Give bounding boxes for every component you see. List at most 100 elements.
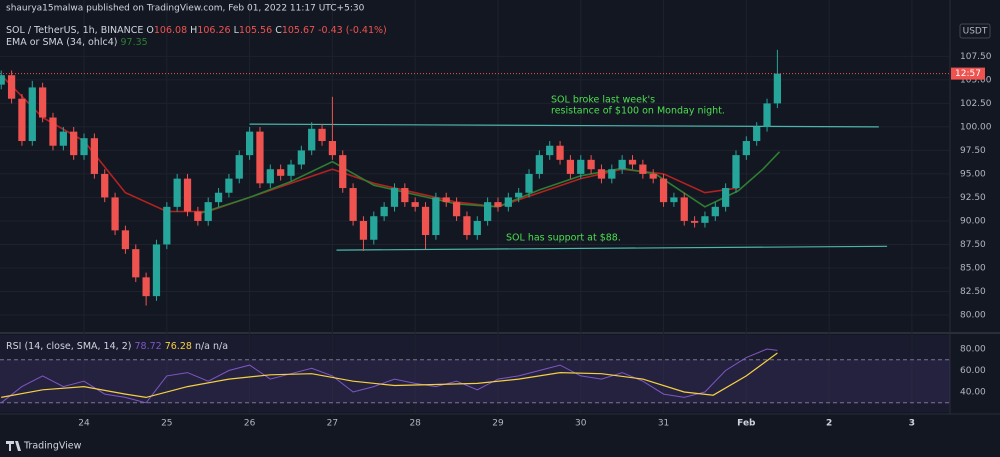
rsi-tick-label: 60.00 — [960, 366, 986, 376]
candle-body — [287, 164, 295, 176]
candle-body — [390, 188, 399, 207]
candle-body — [742, 141, 750, 156]
candle-body — [7, 75, 16, 99]
candle-body — [204, 202, 212, 221]
candle-body — [463, 216, 471, 236]
candle-body — [442, 197, 450, 203]
candle-body — [618, 159, 626, 170]
candle-body — [308, 128, 316, 151]
c-label: C — [275, 25, 282, 36]
x-tick-label: 27 — [327, 419, 338, 429]
candle-body — [484, 202, 492, 221]
y-tick-label: 90.00 — [960, 216, 986, 226]
ma-label: EMA or SMA (34, ohlc4) — [6, 37, 117, 48]
candle-body — [277, 169, 285, 176]
candle-body — [152, 244, 161, 297]
candle-body — [183, 178, 192, 212]
h-value: 106.26 — [197, 25, 230, 36]
y-tick-label: 87.50 — [960, 240, 986, 250]
candle-body — [546, 145, 554, 156]
x-tick-label: 25 — [161, 419, 172, 429]
candle-body — [266, 169, 274, 184]
x-tick-label: 29 — [492, 419, 504, 429]
candle-body — [659, 178, 668, 203]
candle-body — [18, 98, 26, 142]
trendline — [336, 245, 888, 251]
candle-body — [235, 155, 243, 179]
candle-body — [494, 202, 502, 207]
candle-body — [690, 220, 699, 223]
y-tick-label: 82.50 — [960, 287, 986, 297]
candle-body — [608, 169, 616, 179]
y-tick-label: 95.00 — [960, 169, 986, 179]
candle-body — [525, 173, 533, 193]
published: shaurya15malwa published on TradingView.… — [6, 4, 365, 14]
countdown-box — [951, 67, 985, 80]
candle-body — [245, 131, 254, 156]
rsi-signal-value: 76.28 — [165, 341, 192, 352]
x-tick-label: 31 — [658, 419, 669, 429]
candle-body — [515, 192, 523, 198]
candle-body — [432, 197, 440, 236]
candle-body — [297, 150, 305, 165]
footer-text: TradingView — [23, 441, 82, 452]
candle-body — [628, 159, 637, 165]
y-tick-label: 100.00 — [960, 122, 992, 132]
rsi-tick-label: 80.00 — [960, 344, 986, 354]
plot — [0, 49, 950, 404]
candle-body — [225, 178, 233, 193]
c-value: 105.67 — [282, 25, 315, 36]
candle-body — [194, 211, 202, 221]
candle-body — [121, 230, 130, 250]
candle-body — [680, 197, 688, 221]
candle-body — [473, 220, 481, 236]
candle-body — [256, 131, 264, 184]
x-tick-label: 3 — [909, 419, 915, 429]
x-tick-label: 28 — [409, 419, 421, 429]
candle-body — [370, 216, 378, 240]
x-tick-label: Feb — [737, 419, 756, 429]
symbol: SOL / TetherUS, 1h, BINANCE — [6, 25, 143, 36]
annotation: resistance of $100 on Monday night. — [551, 106, 725, 117]
countdown: 12:57 — [955, 69, 981, 79]
o-value: 106.08 — [154, 25, 187, 36]
candle-body — [597, 169, 606, 179]
l-value: 105.56 — [239, 25, 272, 36]
candle-body — [70, 131, 78, 156]
candle-body — [90, 138, 99, 174]
footer: TradingView — [6, 441, 82, 452]
candle-body — [401, 188, 409, 203]
candle-body — [763, 103, 771, 127]
candle-body — [318, 128, 326, 142]
candle-body — [701, 216, 709, 223]
ma-legend: EMA or SMA (34, ohlc4) 97.35 — [6, 37, 148, 48]
symbol-line: SOL / TetherUS, 1h, BINANCE O106.08 H106… — [6, 25, 387, 36]
candle-body — [214, 192, 223, 203]
candle-body — [111, 197, 119, 231]
y-tick-label: 97.50 — [960, 146, 986, 156]
candle-body — [577, 159, 585, 174]
candle-body — [732, 155, 740, 189]
candle-body — [101, 173, 109, 198]
rsi-tick-label: 40.00 — [960, 387, 986, 397]
candle-body — [328, 141, 337, 156]
ma-value: 97.35 — [121, 37, 148, 48]
candle-body — [39, 87, 47, 118]
o-label: O — [146, 25, 153, 36]
change: -0.43 (-0.41%) — [318, 25, 387, 36]
y-tick-label: 85.00 — [960, 263, 986, 273]
candle-body — [163, 206, 171, 245]
candle-body — [722, 188, 730, 207]
candle-body — [411, 202, 419, 207]
rsi-value: 78.72 — [134, 341, 161, 352]
currency-box — [959, 23, 991, 39]
candle-body — [670, 197, 678, 203]
rsi-label: RSI (14, close, SMA, 14, 2) — [6, 341, 131, 352]
y-tick-label: 105.00 — [960, 75, 992, 85]
rsi-line — [0, 348, 778, 404]
currency: USDT — [963, 27, 988, 37]
rsi-legend: RSI (14, close, SMA, 14, 2) 78.72 76.28 … — [6, 341, 228, 352]
y-tick-label: 102.50 — [960, 99, 992, 109]
candle-body — [0, 75, 5, 85]
